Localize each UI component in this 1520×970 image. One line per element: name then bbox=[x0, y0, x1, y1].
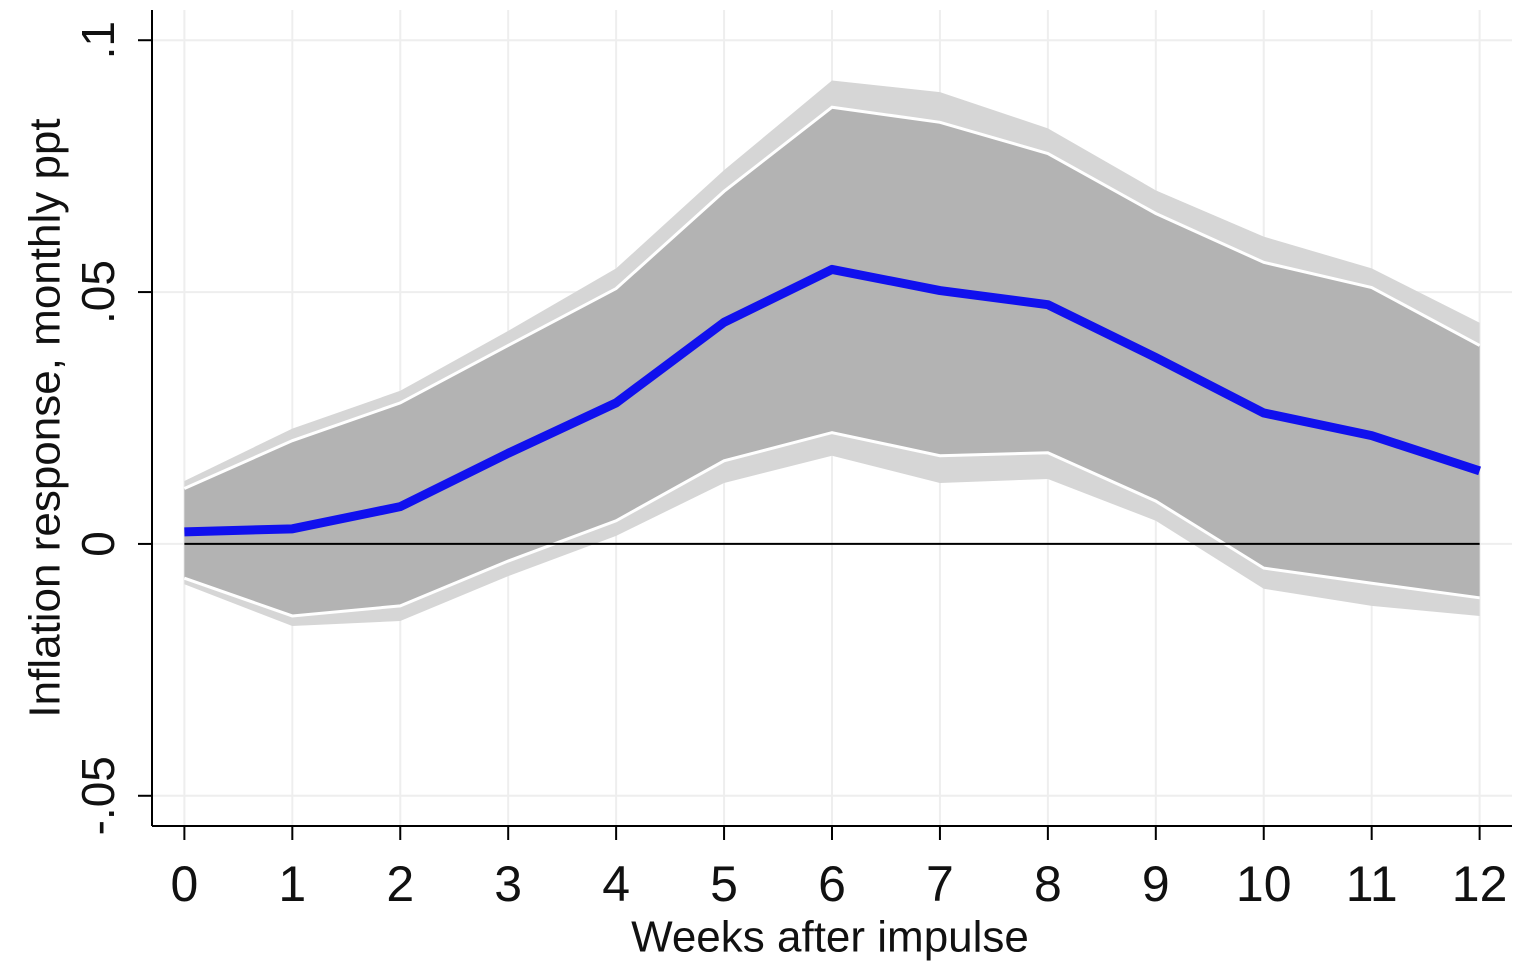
y-tick-label: 0 bbox=[72, 531, 124, 557]
band-edge bbox=[183, 105, 1481, 490]
x-tick-label: 8 bbox=[1034, 856, 1062, 912]
x-tick-label: 1 bbox=[278, 856, 306, 912]
x-tick-label: 4 bbox=[602, 856, 630, 912]
y-tick-label: .1 bbox=[72, 21, 124, 59]
x-tick-label: 0 bbox=[170, 856, 198, 912]
x-tick-label: 9 bbox=[1142, 856, 1170, 912]
series-line bbox=[184, 264, 1482, 537]
y-tick-label: .05 bbox=[72, 260, 124, 324]
confidence-band bbox=[184, 107, 1480, 616]
x-tick-label: 5 bbox=[710, 856, 738, 912]
x-tick-label: 7 bbox=[926, 856, 954, 912]
x-tick-label: 2 bbox=[386, 856, 414, 912]
y-axis-title: Inflation response, monthly ppt bbox=[21, 118, 70, 717]
x-tick-label: 6 bbox=[818, 856, 846, 912]
x-tick-label: 3 bbox=[494, 856, 522, 912]
y-tick-label: -.05 bbox=[72, 756, 124, 835]
x-tick-label: 11 bbox=[1346, 856, 1398, 912]
x-axis-title: Weeks after impulse bbox=[631, 913, 1029, 962]
x-tick-label: 12 bbox=[1452, 856, 1508, 912]
x-tick-label: 10 bbox=[1236, 856, 1292, 912]
band-edge bbox=[183, 431, 1480, 618]
